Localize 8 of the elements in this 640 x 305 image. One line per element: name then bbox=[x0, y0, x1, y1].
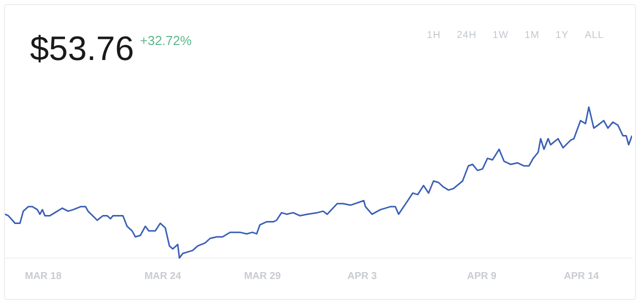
text: 1H bbox=[426, 30, 441, 41]
text: ALL bbox=[584, 30, 604, 41]
text: 1Y bbox=[555, 30, 569, 41]
text: 24H bbox=[456, 30, 477, 41]
chart-title: $53.76 bbox=[30, 30, 134, 69]
text: 1W bbox=[492, 30, 509, 41]
chart-subtitle: +32.72% bbox=[140, 33, 192, 48]
text: 1M bbox=[524, 30, 540, 41]
